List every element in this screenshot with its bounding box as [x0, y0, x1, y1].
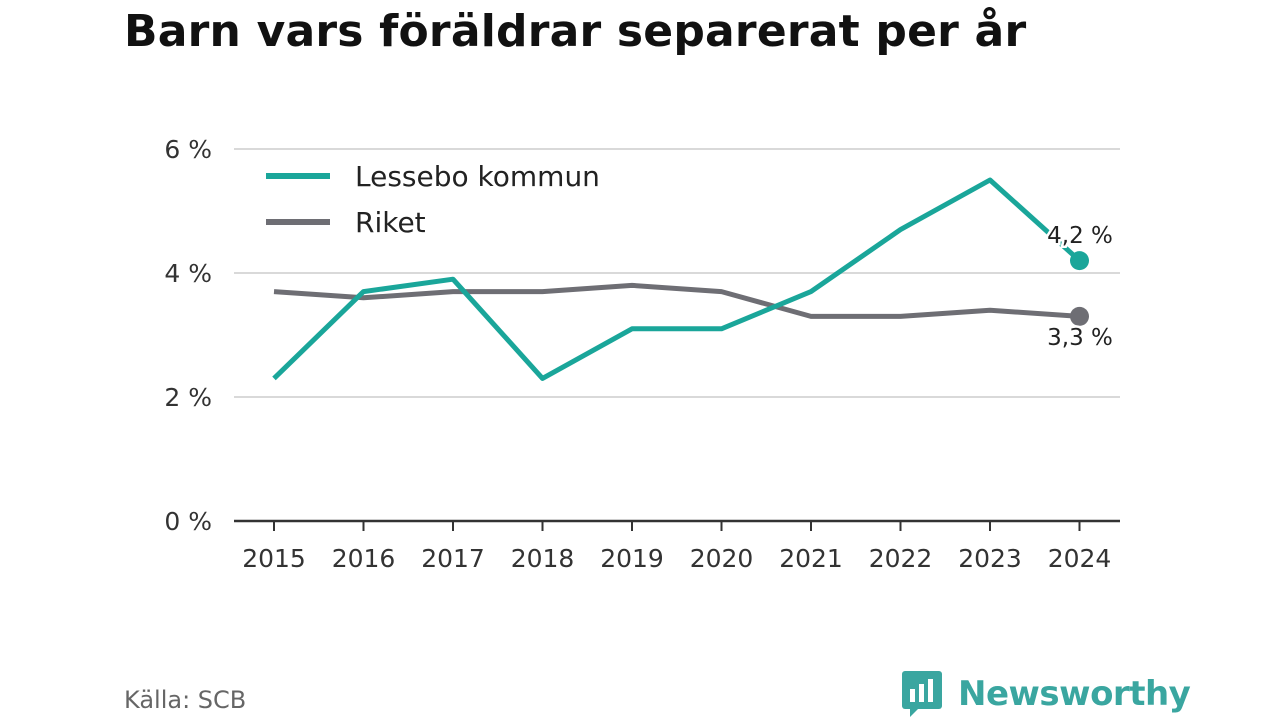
y-axis-ticks: 0 % 2 % 4 % 6 %: [164, 135, 212, 536]
legend-label: Riket: [355, 206, 426, 239]
end-label-riket: 3,3 %: [1047, 325, 1113, 351]
series-line-riket: [273, 282, 1080, 319]
chart-title: Barn vars föräldrar separerat per år: [124, 6, 1027, 57]
x-tick-label: 2020: [690, 544, 754, 573]
series-line-lessebo: [272, 177, 1082, 381]
series-lines: [272, 177, 1089, 381]
y-tick-label: 0 %: [164, 507, 212, 536]
legend: Lessebo kommun Riket: [252, 152, 622, 248]
x-tick-label: 2019: [600, 544, 664, 573]
y-tick-label: 4 %: [164, 259, 212, 288]
y-tick-label: 6 %: [164, 135, 212, 164]
x-tick-label: 2023: [958, 544, 1022, 573]
legend-background: [252, 152, 622, 248]
x-tick-label: 2016: [332, 544, 396, 573]
x-tick-label: 2018: [511, 544, 575, 573]
grid-lines: [234, 148, 1120, 398]
series-end-point: [1070, 251, 1089, 271]
series-end-point: [1070, 306, 1089, 326]
legend-label: Lessebo kommun: [355, 160, 600, 193]
x-tick-label: 2015: [242, 544, 306, 573]
x-axis-ticks: 2015 2016 2017 2018 2019 2020 2021 2022 2023 2024: [234, 519, 1120, 573]
brand-logo[interactable]: Newsworthy: [902, 671, 1191, 717]
newsworthy-logo-icon: [902, 671, 942, 717]
x-tick-label: 2017: [421, 544, 485, 573]
x-tick-label: 2021: [779, 544, 843, 573]
x-tick-label: 2024: [1048, 544, 1112, 573]
source-note: Källa: SCB: [124, 686, 247, 714]
y-tick-label: 2 %: [164, 383, 212, 412]
end-label-lessebo: 4,2 %: [1047, 223, 1113, 249]
brand-name: Newsworthy: [958, 674, 1191, 714]
end-labels: 4,2 % 3,3 %: [1045, 221, 1116, 354]
x-tick-label: 2022: [869, 544, 933, 573]
